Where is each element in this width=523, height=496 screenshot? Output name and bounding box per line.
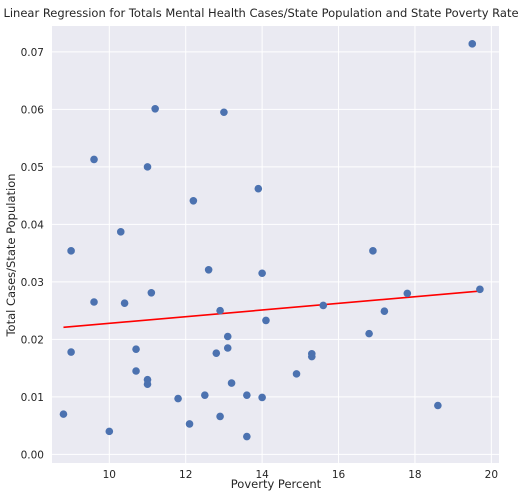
- data-point: [132, 345, 140, 353]
- x-tick-label: 16: [332, 469, 346, 481]
- y-tick-label: 0.02: [21, 334, 44, 346]
- data-point: [319, 301, 328, 310]
- y-tick-label: 0.05: [21, 162, 44, 174]
- plot-area-background: [52, 26, 499, 463]
- data-point: [90, 298, 98, 306]
- data-point: [243, 391, 251, 399]
- data-point: [151, 105, 159, 113]
- data-point: [59, 410, 68, 418]
- x-tick-label: 14: [255, 469, 269, 481]
- y-tick-label: 0.04: [21, 219, 45, 231]
- data-point: [223, 344, 232, 352]
- data-point: [212, 349, 221, 357]
- data-point: [174, 394, 182, 403]
- y-tick-label: 0.01: [21, 392, 44, 404]
- data-point: [227, 379, 236, 387]
- data-point: [476, 285, 484, 294]
- x-tick-labels: 10 12 14 16 18 20: [103, 469, 498, 481]
- data-point: [147, 289, 156, 297]
- y-tick-label: 0.00: [21, 449, 44, 461]
- data-point: [369, 247, 377, 255]
- x-axis-label: Poverty Percent: [231, 477, 322, 491]
- data-point: [143, 380, 152, 389]
- regression-line-layer: [63, 290, 480, 329]
- data-point: [143, 163, 152, 171]
- y-tick-label: 0.03: [21, 277, 44, 289]
- x-tick-label: 12: [179, 469, 192, 481]
- data-point: [120, 299, 129, 307]
- data-point: [243, 432, 251, 441]
- data-point: [132, 367, 140, 375]
- data-point: [220, 108, 228, 117]
- data-point: [67, 247, 75, 255]
- data-point: [262, 316, 270, 325]
- y-tick-labels: 0.00 0.01 0.02 0.03 0.04 0.05 0.06 0.07: [21, 47, 45, 462]
- data-point: [116, 228, 125, 236]
- data-point: [216, 306, 224, 315]
- data-point: [254, 184, 263, 193]
- y-tick-label: 0.07: [21, 47, 44, 59]
- data-point: [468, 40, 477, 48]
- data-point: [258, 393, 266, 402]
- y-axis-label: Total Cases/State Population: [4, 173, 18, 337]
- x-tick-label: 18: [408, 469, 421, 481]
- data-point: [204, 266, 213, 274]
- data-point: [307, 352, 316, 361]
- data-point: [403, 289, 412, 298]
- data-point: [258, 269, 266, 278]
- chart-title: Linear Regression for Totals Mental Heal…: [3, 6, 518, 20]
- data-point: [90, 155, 98, 164]
- data-point: [201, 391, 209, 399]
- data-point: [216, 412, 224, 421]
- data-point: [365, 329, 373, 338]
- x-tick-label: 10: [103, 469, 116, 481]
- data-point: [189, 197, 198, 205]
- y-tick-label: 0.06: [21, 104, 45, 116]
- grid-lines: [52, 26, 499, 463]
- regression-line: [63, 290, 480, 329]
- scatter-points: [59, 40, 484, 441]
- data-point: [105, 427, 114, 436]
- data-point: [185, 420, 194, 428]
- x-tick-label: 20: [485, 469, 498, 481]
- data-point: [223, 332, 232, 341]
- data-point: [434, 401, 442, 410]
- data-point: [380, 307, 389, 316]
- data-point: [292, 370, 301, 378]
- data-point: [67, 348, 75, 356]
